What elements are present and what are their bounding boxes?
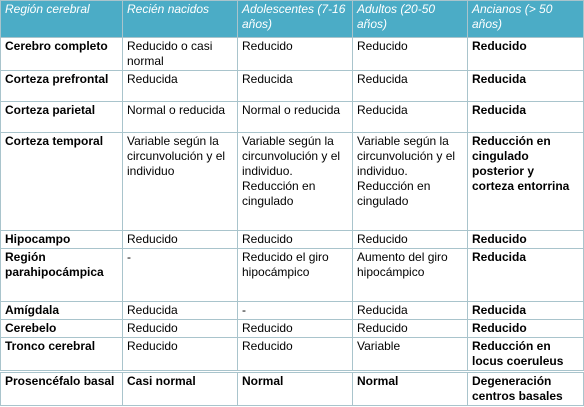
header-cell: Región cerebral	[0, 0, 123, 38]
header-cell: Adolescentes (7-16 años)	[237, 0, 353, 38]
cell: Reducción en cingulado posterior y corte…	[467, 132, 584, 231]
header-cell: Adultos (20-50 años)	[352, 0, 468, 38]
cell: Reducido o casi normal	[122, 37, 238, 71]
row-label: Hipocampo	[0, 230, 123, 249]
cell: Reducido	[352, 230, 468, 249]
table-row: Amígdala Reducida - Reducida Reducida	[0, 301, 584, 320]
cell: Reducida	[467, 248, 584, 302]
table-body: Cerebro completo Reducido o casi normal Re…	[0, 37, 584, 406]
cell: Variable según la circunvolución y el in…	[237, 132, 353, 231]
row-label: Cerebelo	[0, 319, 123, 338]
row-label: Tronco cerebral	[0, 337, 123, 372]
row-label: Corteza parietal	[0, 101, 123, 133]
cell: Reducido	[237, 230, 353, 249]
cell: Reducido	[352, 319, 468, 338]
cell: Reducida	[352, 101, 468, 133]
header-row: Región cerebral Recién nacidos Adolescente…	[0, 0, 584, 38]
cell: Reducido	[237, 37, 353, 71]
cell: Degeneración centros basales	[467, 370, 584, 406]
header-cell: Ancianos (> 50 años)	[467, 0, 584, 38]
cell: Reducido	[122, 337, 238, 372]
cell: Reducido	[122, 230, 238, 249]
row-label: Amígdala	[0, 301, 123, 320]
table-row: Corteza temporal Variable según la circun…	[0, 132, 584, 231]
cell: Reducido	[467, 230, 584, 249]
cell: Normal o reducida	[122, 101, 238, 133]
row-label: Corteza temporal	[0, 132, 123, 231]
header-cell: Recién nacidos	[122, 0, 238, 38]
cell: Normal	[352, 370, 468, 406]
table-row: Prosencéfalo basal Casi normal Normal Norma…	[0, 370, 584, 406]
cell: Reducido	[237, 319, 353, 338]
cell: Reducido	[467, 319, 584, 338]
row-label: Corteza prefrontal	[0, 70, 123, 102]
cell: Reducido	[237, 337, 353, 372]
cell: Aumento del giro hipocámpico	[352, 248, 468, 302]
cell: Variable según la circunvolución y el in…	[352, 132, 468, 231]
table-row: Corteza prefrontal Reducida Reducida Reduci…	[0, 70, 584, 102]
cell: Reducida	[122, 301, 238, 320]
cell: Normal	[237, 370, 353, 406]
cell: Reducido	[467, 37, 584, 71]
cell: Reducida	[352, 301, 468, 320]
cell: -	[122, 248, 238, 302]
cell: Reducido el giro hipocámpico	[237, 248, 353, 302]
table-row: Región parahipocámpica - Reducido el giro …	[0, 248, 584, 302]
cell: Reducida	[122, 70, 238, 102]
cell: Casi normal	[122, 370, 238, 406]
cell: Reducida	[237, 70, 353, 102]
cell: Reducción en locus coeruleus	[467, 337, 584, 372]
cell: Reducido	[122, 319, 238, 338]
row-label: Prosencéfalo basal	[0, 370, 123, 406]
table-row: Cerebro completo Reducido o casi normal Re…	[0, 37, 584, 71]
table-row: Corteza parietal Normal o reducida Normal …	[0, 101, 584, 133]
cell: -	[237, 301, 353, 320]
table-row: Cerebelo Reducido Reducido Reducido Reducido	[0, 319, 584, 338]
cell: Reducida	[352, 70, 468, 102]
cell: Variable según la circunvolución y el in…	[122, 132, 238, 231]
table-row: Hipocampo Reducido Reducido Reducido Reducid…	[0, 230, 584, 249]
cell: Reducida	[467, 70, 584, 102]
table-row: Tronco cerebral Reducido Reducido Variable R…	[0, 337, 584, 372]
cell: Reducido	[352, 37, 468, 71]
row-label: Cerebro completo	[0, 37, 123, 71]
cell: Reducida	[467, 301, 584, 320]
row-label: Región parahipocámpica	[0, 248, 123, 302]
cell: Variable	[352, 337, 468, 372]
cell: Reducida	[467, 101, 584, 133]
cell: Normal o reducida	[237, 101, 353, 133]
